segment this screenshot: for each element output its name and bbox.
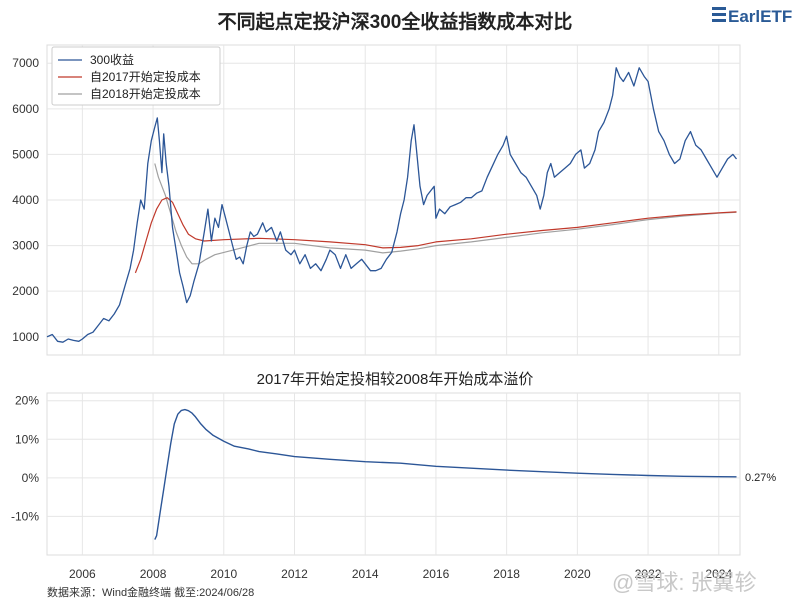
legend: 300收益 自2017开始定投成本 自2018开始定投成本 xyxy=(51,46,221,106)
top-y-tick-label: 6000 xyxy=(12,102,39,116)
top-y-tick-label: 3000 xyxy=(12,239,39,253)
bottom-series-line-0 xyxy=(154,408,737,540)
top-series-line-2 xyxy=(154,163,737,265)
legend-label-2017: 自2017开始定投成本 xyxy=(90,69,201,84)
chart-title: 不同起点定投沪深300全收益指数成本对比 xyxy=(218,10,573,33)
x-tick-label: 2010 xyxy=(210,567,237,581)
top-y-tick-label: 5000 xyxy=(12,147,39,161)
bottom-y-tick-label: 20% xyxy=(15,394,39,408)
x-ticks: 2006 2008 2010 2012 2014 2016 2018 2020 2022 2024 xyxy=(69,567,732,581)
x-tick-label: 2014 xyxy=(352,567,379,581)
x-tick-label: 2020 xyxy=(564,567,591,581)
legend-label-300: 300收益 xyxy=(90,53,134,67)
x-tick-label: 2016 xyxy=(423,567,450,581)
bottom-y-tick-label: 0% xyxy=(22,471,40,485)
bottom-y-ticks: -10% 0% 10% 20% xyxy=(11,394,39,524)
x-tick-label: 2018 xyxy=(493,567,520,581)
bottom-plot-area xyxy=(46,392,741,556)
x-tick-label: 2012 xyxy=(281,567,308,581)
top-y-tick-label: 2000 xyxy=(12,284,39,298)
top-y-tick-label: 1000 xyxy=(12,330,39,344)
bottom-y-tick-label: 10% xyxy=(15,432,39,446)
bottom-grid xyxy=(47,393,740,555)
bottom-series-lines xyxy=(154,408,737,540)
x-tick-label: 2006 xyxy=(69,567,96,581)
logo-text: EarlETF xyxy=(728,7,792,26)
legend-label-2018: 自2018开始定投成本 xyxy=(90,86,201,101)
top-series-line-1 xyxy=(134,197,737,274)
top-series-line-0 xyxy=(46,67,738,343)
end-value-label: 0.27% xyxy=(745,472,776,484)
logo: EarlETF xyxy=(712,7,792,26)
source-note: 数据来源：Wind金融终端 截至:2024/06/28 xyxy=(47,585,254,599)
top-series-lines xyxy=(46,67,738,343)
top-y-ticks: 1000 2000 3000 4000 5000 6000 7000 xyxy=(12,56,39,344)
watermark: @雪球: 张翼轸 xyxy=(612,570,757,595)
top-y-tick-label: 7000 xyxy=(12,56,39,70)
x-tick-label: 2008 xyxy=(140,567,167,581)
top-y-tick-label: 4000 xyxy=(12,193,39,207)
bottom-chart-title: 2017年开始定投相较2008年开始成本溢价 xyxy=(257,370,534,388)
x-tick-label: 2024 xyxy=(705,567,732,581)
bottom-y-tick-label: -10% xyxy=(11,509,39,523)
x-tick-label: 2022 xyxy=(635,567,662,581)
